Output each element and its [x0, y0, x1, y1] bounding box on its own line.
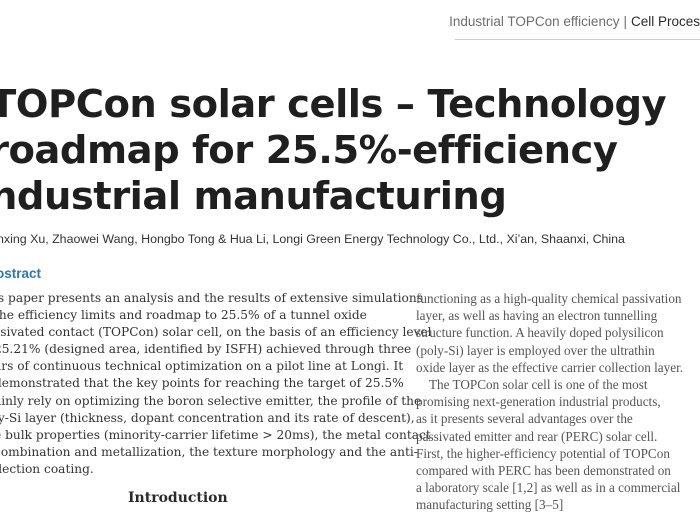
article-title: TOPCon solar cells – Technology roadmap …: [0, 82, 700, 220]
body-line: First, the higher-efficiency potential o…: [416, 445, 670, 461]
introduction-heading: Introduction: [128, 490, 228, 506]
body-line: (poly-Si) layer is employed over the ult…: [416, 342, 655, 358]
body-line: structure function. A heavily doped poly…: [416, 325, 664, 341]
abstract-heading: ostract: [0, 266, 42, 281]
body-line: promising next-generation industrial pro…: [416, 394, 661, 410]
body-line: a laboratory scale [1,2] as well as in a…: [416, 480, 681, 496]
abstract-line: ars of continuous technical optimization…: [0, 359, 404, 374]
author-line: nxing Xu, Zhaowei Wang, Hongbo Tong & Hu…: [0, 232, 625, 246]
title-line: ndustrial manufacturing: [0, 174, 507, 219]
body-line: functioning as a high-quality chemical p…: [416, 291, 682, 306]
abstract-line: flection coating.: [0, 461, 94, 476]
header-section: Cell Proces: [630, 14, 700, 29]
abstract-line: is paper presents an analysis and the re…: [0, 291, 423, 305]
abstract-line: ssivated contact (TOPCon) solar cell, on…: [0, 325, 432, 340]
body-text-column: functioning as a high-quality chemical p…: [416, 290, 700, 514]
header-rule: [455, 39, 700, 40]
body-line: oxide layer as the effective carrier col…: [416, 359, 684, 375]
abstract-line: ly-Si layer (thickness, dopant concentra…: [0, 410, 415, 425]
abstract-line: the efficiency limits and roadmap to 25.…: [0, 308, 367, 323]
abstract-line: demonstrated that the key points for rea…: [0, 376, 404, 391]
running-header: Industrial TOPCon efficiency | Cell Proces: [449, 14, 700, 29]
body-line: layer, as well as having an electron tun…: [416, 308, 658, 324]
body-line: manufacturing setting [3–5]: [416, 497, 564, 513]
abstract-line: combination and metallization, the textu…: [0, 444, 418, 459]
body-line: compared with PERC has been demonstrated…: [416, 463, 671, 479]
abstract-line: ainly rely on optimizing the boron selec…: [0, 393, 422, 408]
title-line: roadmap for 25.5%-efficiency: [0, 128, 618, 173]
header-separator: |: [623, 14, 627, 29]
body-line: as it presents several advantages over t…: [416, 411, 633, 427]
abstract-text: is paper presents an analysis and the re…: [0, 290, 432, 478]
title-line: TOPCon solar cells – Technology: [0, 82, 667, 127]
abstract-line: e bulk properties (minority-carrier life…: [0, 427, 431, 442]
abstract-line: 25.21% (designed area, identified by ISF…: [0, 342, 412, 357]
body-line: The TOPCon solar cell is one of the most: [429, 377, 648, 393]
body-line: passivated emitter and rear (PERC) solar…: [416, 428, 658, 444]
header-topic: Industrial TOPCon efficiency: [449, 14, 620, 29]
